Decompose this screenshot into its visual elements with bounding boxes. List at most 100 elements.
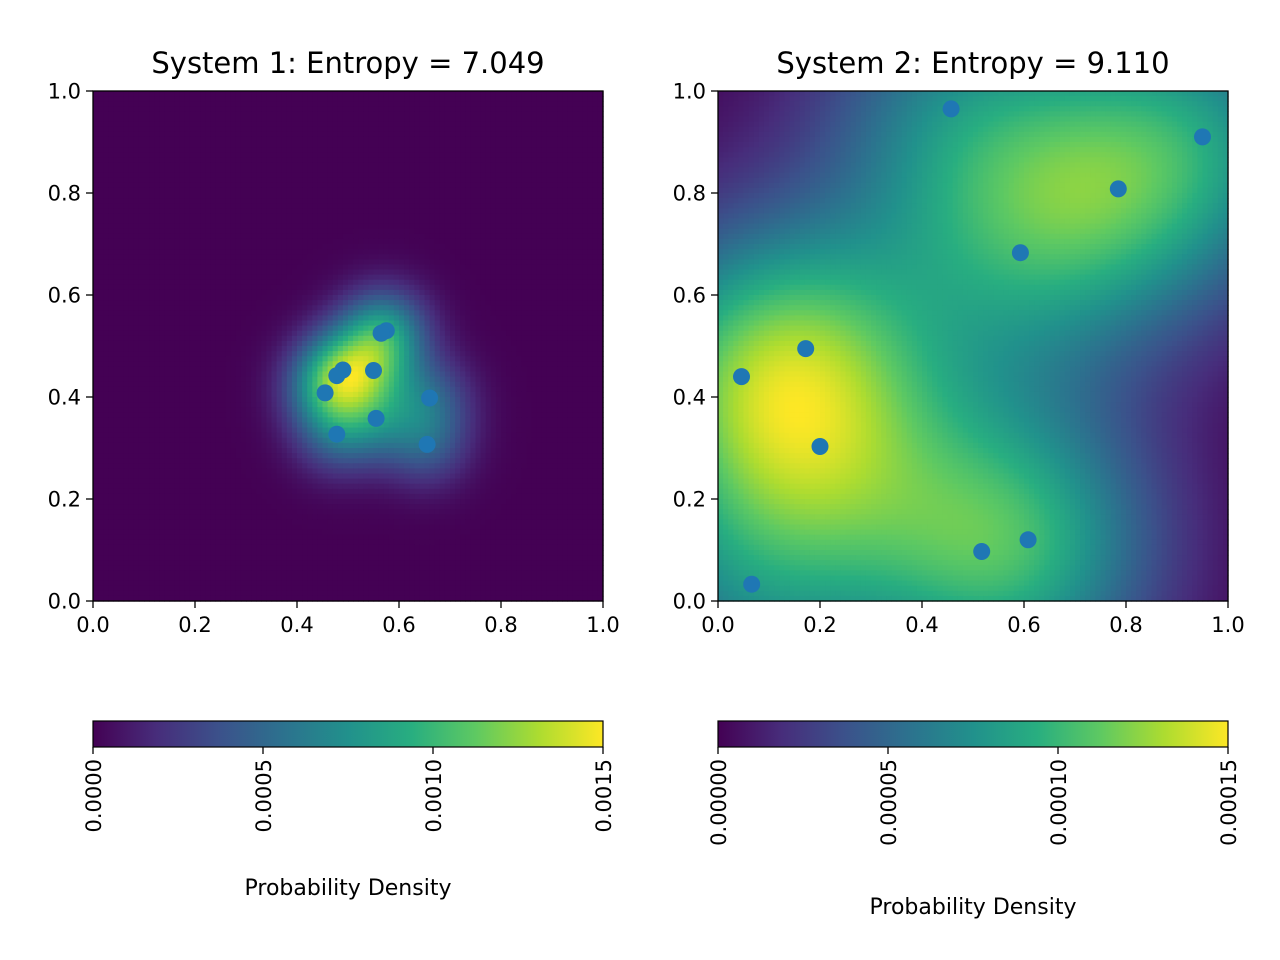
heatmap-cell (465, 111, 471, 117)
heatmap-cell (119, 198, 125, 204)
heatmap-cell (210, 208, 216, 214)
heatmap-cell (409, 142, 415, 148)
heatmap-cell (185, 91, 191, 97)
heatmap-cell (440, 234, 446, 240)
heatmap-cell (465, 203, 471, 209)
heatmap-cell (358, 213, 364, 219)
heatmap-cell (404, 127, 410, 133)
heatmap-cell (210, 132, 216, 138)
heatmap-cell (455, 173, 461, 179)
heatmap-cell (144, 173, 150, 179)
heatmap-cell (542, 234, 548, 240)
heatmap-cell (521, 310, 527, 316)
heatmap-cell (501, 249, 507, 255)
heatmap-cell (205, 183, 211, 189)
heatmap-cell (353, 239, 359, 245)
heatmap-cell (261, 249, 267, 255)
heatmap-cell (246, 132, 252, 138)
heatmap-cell (435, 132, 441, 138)
heatmap-cell (425, 142, 431, 148)
heatmap-cell (287, 244, 293, 250)
heatmap-cell (516, 152, 522, 158)
heatmap-cell (205, 173, 211, 179)
heatmap-cell (465, 106, 471, 112)
heatmap-cell (486, 203, 492, 209)
heatmap-cell (404, 208, 410, 214)
heatmap-cell (374, 264, 380, 270)
heatmap-cell (470, 305, 476, 311)
heatmap-cell (119, 178, 125, 184)
heatmap-cell (175, 285, 181, 291)
heatmap-cell (430, 290, 436, 296)
heatmap-cell (312, 229, 318, 235)
heatmap-cell (297, 270, 303, 276)
heatmap-cell (175, 341, 181, 347)
heatmap-cell (409, 117, 415, 123)
heatmap-cell (93, 280, 99, 286)
heatmap-cell (476, 244, 482, 250)
heatmap-cell (241, 101, 247, 107)
heatmap-cell (144, 106, 150, 112)
heatmap-cell (547, 188, 553, 194)
heatmap-cell (277, 270, 283, 276)
heatmap-cell (501, 198, 507, 204)
heatmap-cell (134, 310, 140, 316)
heatmap-cell (409, 290, 415, 296)
heatmap-cell (175, 152, 181, 158)
heatmap-cell (333, 111, 339, 117)
heatmap-cell (266, 213, 272, 219)
heatmap-cell (414, 198, 420, 204)
heatmap-cell (108, 117, 114, 123)
heatmap-cell (486, 106, 492, 112)
heatmap-cell (175, 213, 181, 219)
heatmap-cell (317, 162, 323, 168)
heatmap-cell (170, 305, 176, 311)
heatmap-cell (103, 183, 109, 189)
heatmap-cell (486, 254, 492, 260)
heatmap-cell (404, 101, 410, 107)
heatmap-cell (460, 198, 466, 204)
heatmap-cell (170, 193, 176, 199)
heatmap-cell (312, 315, 318, 321)
heatmap-cell (435, 239, 441, 245)
heatmap-cell (440, 224, 446, 230)
heatmap-cell (486, 264, 492, 270)
heatmap-cell (450, 168, 456, 174)
heatmap-cell (144, 239, 150, 245)
heatmap-cell (200, 183, 206, 189)
heatmap-cell (108, 173, 114, 179)
heatmap-cell (190, 244, 196, 250)
heatmap-cell (98, 168, 104, 174)
heatmap-cell (394, 244, 400, 250)
heatmap-cell (399, 326, 405, 332)
heatmap-cell (537, 234, 543, 240)
heatmap-cell (292, 137, 298, 143)
heatmap-cell (343, 152, 349, 158)
heatmap-cell (215, 244, 221, 250)
heatmap-cell (419, 315, 425, 321)
heatmap-cell (272, 147, 278, 153)
heatmap-cell (588, 285, 594, 291)
heatmap-cell (532, 173, 538, 179)
heatmap-cell (425, 259, 431, 265)
heatmap-cell (297, 111, 303, 117)
heatmap-cell (333, 244, 339, 250)
heatmap-cell (521, 173, 527, 179)
heatmap-cell (455, 321, 461, 327)
heatmap-cell (226, 132, 232, 138)
heatmap-cell (170, 106, 176, 112)
heatmap-cell (307, 193, 313, 199)
heatmap-cell (333, 300, 339, 306)
heatmap-cell (277, 198, 283, 204)
heatmap-cell (292, 162, 298, 168)
heatmap-cell (200, 229, 206, 235)
heatmap-cell (532, 310, 538, 316)
heatmap-cell (236, 173, 242, 179)
heatmap-cell (159, 249, 165, 255)
heatmap-cell (465, 229, 471, 235)
heatmap-cell (552, 152, 558, 158)
heatmap-cell (124, 259, 130, 265)
heatmap-cell (246, 259, 252, 265)
heatmap-cell (588, 198, 594, 204)
heatmap-cell (470, 264, 476, 270)
